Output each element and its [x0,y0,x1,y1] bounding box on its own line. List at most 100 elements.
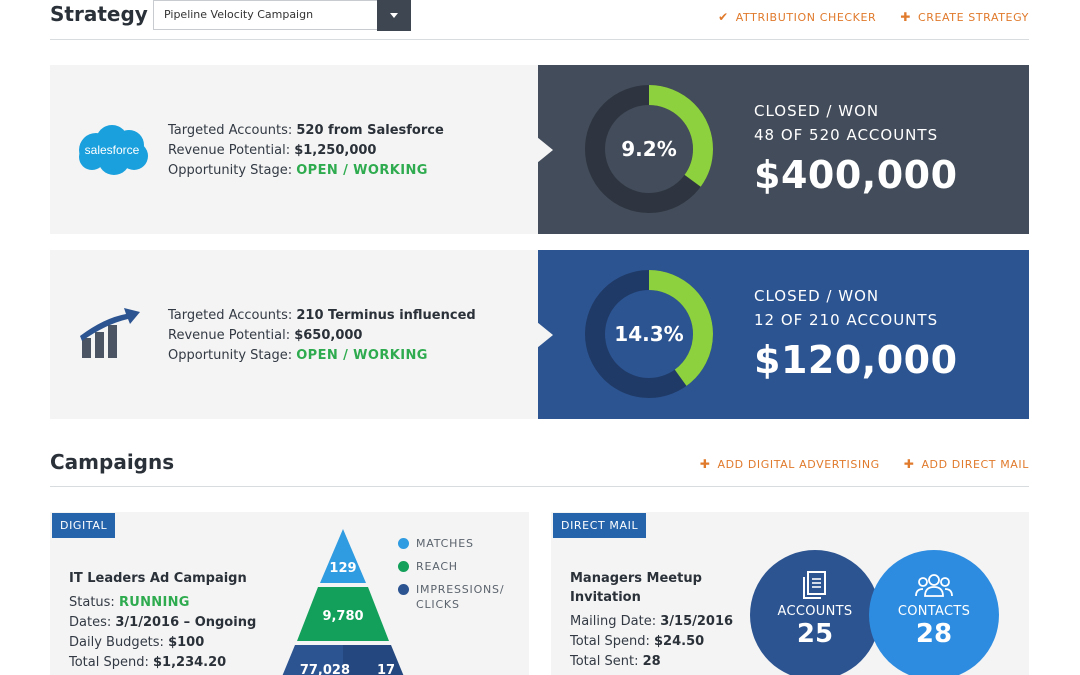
budget-value: $100 [168,635,205,650]
status-label: Status: [69,595,115,610]
contacts-circle[interactable]: CONTACTS 28 [869,550,999,675]
sent-value: 28 [642,654,661,669]
legend-item-reach: REACH [398,559,504,574]
spend-label: Total Spend: [69,655,149,670]
legend-dot [398,584,409,595]
strategy-details: Targeted Accounts: 520 from Salesforce R… [168,121,444,181]
legend-dot [398,561,409,572]
spend-label: Total Spend: [570,634,650,649]
donut-percent: 9.2% [621,137,677,161]
budget-label: Daily Budgets: [69,635,164,650]
document-icon [803,571,826,599]
header-actions: ✔ ATTRIBUTION CHECKER ✚ CREATE STRATEGY [718,10,1029,24]
pyramid-impressions [282,645,343,675]
page-title: Strategy [50,2,148,26]
strategy-select-value: Pipeline Velocity Campaign [164,8,314,21]
people-group-icon [915,574,953,597]
legend-label: IMPRESSIONS/ [416,583,505,596]
strategy-info-panel: Targeted Accounts: 210 Terminus influenc… [50,250,538,419]
create-strategy-button[interactable]: ✚ CREATE STRATEGY [900,10,1029,24]
dates-label: Dates: [69,615,112,630]
legend-label: CLICKS [416,598,460,611]
spend-value: $1,234.20 [153,655,227,670]
closed-won-stats: CLOSED / WON 12 OF 210 ACCOUNTS $120,000 [754,284,958,388]
pyramid-matches [320,529,366,583]
clicks-value: 17 [377,663,395,675]
add-direct-mail-button[interactable]: ✚ ADD DIRECT MAIL [904,457,1029,471]
spend-value: $24.50 [654,634,705,649]
revenue-label: Revenue Potential: [168,328,291,343]
revenue-value: $650,000 [294,328,363,343]
matches-value: 129 [329,561,356,576]
closed-won-label: CLOSED / WON [754,102,880,120]
sent-label: Total Sent: [570,654,639,669]
contacts-label: CONTACTS [897,604,971,619]
stage-label: Opportunity Stage: [168,348,293,363]
donut-progress-arc [585,85,713,213]
closed-amount: $120,000 [754,338,958,382]
stage-value: OPEN / WORKING [296,348,428,363]
accounts-circle[interactable]: ACCOUNTS 25 [750,550,880,675]
direct-mail-campaign-card[interactable]: DIRECT MAIL Managers Meetup Invitation M… [551,512,1029,675]
strategy-header: Strategy Pipeline Velocity Campaign ✔ AT… [50,0,1029,40]
closed-won-label: CLOSED / WON [754,287,880,305]
plus-icon: ✚ [903,457,915,471]
salesforce-logo-text: salesforce [85,143,140,157]
targeted-value: 210 Terminus influenced [296,308,476,323]
impressions-value: 77,028 [300,663,350,675]
targeted-label: Targeted Accounts: [168,123,293,138]
strategy-row: salesforce Targeted Accounts: 520 from S… [50,65,1029,234]
legend-item-matches: MATCHES [398,536,504,551]
funnel-pyramid: 129 9,780 77,028 17 [282,529,404,675]
direct-mail-tag: DIRECT MAIL [553,513,647,538]
attribution-checker-button[interactable]: ✔ ATTRIBUTION CHECKER [718,10,876,24]
campaign-title[interactable]: Managers Meetup Invitation [570,569,702,607]
targeted-label: Targeted Accounts: [168,308,293,323]
targeted-value: 520 from Salesforce [296,123,444,138]
campaigns-title: Campaigns [50,450,175,474]
digital-tag: DIGITAL [52,513,116,538]
donut-percent: 14.3% [614,322,684,346]
status-value: RUNNING [118,595,190,610]
create-strategy-label: CREATE STRATEGY [917,10,1029,24]
closed-won-stats: CLOSED / WON 48 OF 520 ACCOUNTS $400,000 [754,99,958,203]
accounts-count: 12 OF 210 ACCOUNTS [754,311,939,329]
stage-value: OPEN / WORKING [296,163,428,178]
accounts-label: ACCOUNTS [777,604,853,619]
contacts-value: 28 [915,619,953,649]
legend-label: REACH [416,560,458,573]
mailing-label: Mailing Date: [570,614,657,629]
strategy-details: Targeted Accounts: 210 Terminus influenc… [168,306,476,366]
add-direct-mail-label: ADD DIRECT MAIL [921,457,1029,471]
closed-won-panel: 14.3% CLOSED / WON 12 OF 210 ACCOUNTS $1… [537,250,1029,419]
check-icon: ✔ [718,10,729,24]
dates-value: 3/1/2016 – Ongoing [115,615,257,630]
accounts-count: 48 OF 520 ACCOUNTS [754,126,939,144]
trending-chart-icon [80,308,140,358]
pyramid-clicks [343,645,404,675]
chevron-down-icon [390,13,398,18]
closed-won-panel: 9.2% CLOSED / WON 48 OF 520 ACCOUNTS $40… [537,65,1029,234]
strategy-row: Targeted Accounts: 210 Terminus influenc… [50,250,1029,419]
campaign-title[interactable]: IT Leaders Ad Campaign [69,571,247,586]
campaign-details: Mailing Date: 3/15/2016 Total Spend: $24… [570,612,733,672]
mailing-value: 3/15/2016 [660,614,734,629]
donut-progress-arc [585,270,713,398]
dropdown-button[interactable] [377,0,411,31]
campaigns-header: Campaigns ✚ ADD DIGITAL ADVERTISING ✚ AD… [50,446,1029,487]
campaign-details: Status: RUNNING Dates: 3/1/2016 – Ongoin… [69,593,256,673]
pyramid-reach [297,587,389,641]
revenue-label: Revenue Potential: [168,143,291,158]
strategy-info-panel: salesforce Targeted Accounts: 520 from S… [50,65,538,234]
plus-icon: ✚ [900,10,911,24]
campaign-title-line: Invitation [570,590,641,605]
closed-amount: $400,000 [754,153,958,197]
add-digital-advertising-button[interactable]: ✚ ADD DIGITAL ADVERTISING [700,457,880,471]
legend-dot [398,538,409,549]
strategy-select[interactable]: Pipeline Velocity Campaign [153,0,411,31]
reach-value: 9,780 [322,609,363,624]
stage-label: Opportunity Stage: [168,163,293,178]
salesforce-logo: salesforce [79,125,148,175]
legend-label: MATCHES [416,537,474,550]
digital-campaign-card[interactable]: DIGITAL IT Leaders Ad Campaign Status: R… [50,512,529,675]
